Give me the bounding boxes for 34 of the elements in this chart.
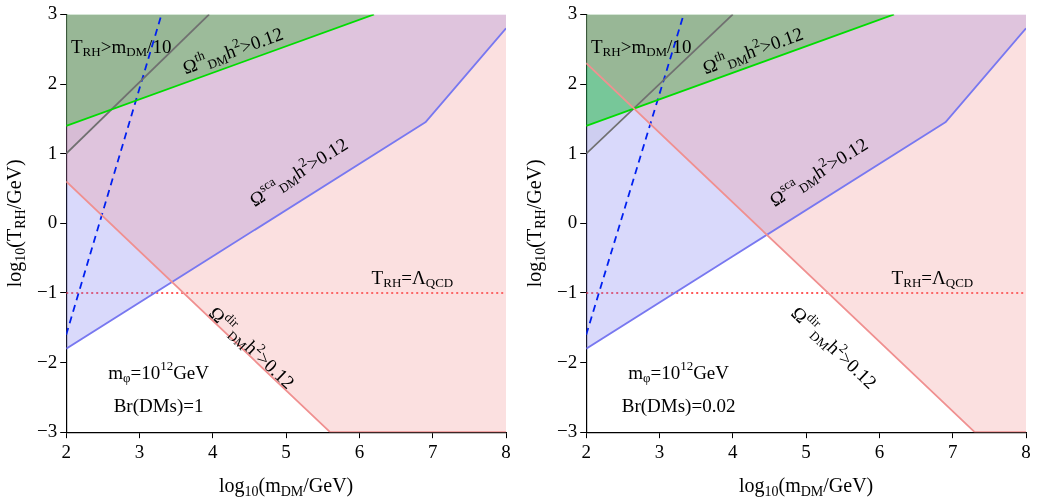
annotation: ΩscaDMh2>0.12 xyxy=(245,133,352,211)
y-tick-label: −1 xyxy=(557,280,578,302)
x-tick-label: 3 xyxy=(654,440,665,462)
x-tick-label: 6 xyxy=(354,440,365,462)
x-tick-label: 6 xyxy=(874,440,885,462)
y-tick-label: 1 xyxy=(47,141,58,163)
y-tick-label: 0 xyxy=(47,211,58,233)
x-tick-label: 7 xyxy=(427,440,438,462)
annotation: Br(DMs)=1 xyxy=(113,395,204,418)
annotation: ΩthDMh2>0.12 xyxy=(179,22,286,79)
y-tick-label: −2 xyxy=(557,350,578,372)
y-tick-label: 0 xyxy=(567,211,578,233)
y-tick-label: −2 xyxy=(37,350,58,372)
x-tick-label: 4 xyxy=(728,440,739,462)
x-tick-label: 5 xyxy=(281,440,291,462)
y-tick-label: 3 xyxy=(47,2,58,24)
y-tick-label: 3 xyxy=(567,2,578,24)
x-tick-label: 8 xyxy=(1021,440,1031,462)
y-tick-label: 1 xyxy=(567,141,578,163)
x-tick-label: 4 xyxy=(208,440,219,462)
y-tick-label: 2 xyxy=(47,72,58,94)
y-tick-label: −3 xyxy=(37,420,58,442)
y-tick-label: 2 xyxy=(567,72,578,94)
x-tick-label: 5 xyxy=(801,440,811,462)
annotation: Br(DMs)=0.02 xyxy=(621,395,736,418)
x-tick-label: 8 xyxy=(501,440,511,462)
y-axis-title: log10(TRH/GeV) xyxy=(3,159,28,288)
x-tick-label: 7 xyxy=(947,440,958,462)
y-tick-label: −3 xyxy=(557,420,578,442)
annotation: ΩthDMh2>0.12 xyxy=(699,22,806,79)
y-tick-label: −1 xyxy=(37,280,58,302)
x-tick-label: 3 xyxy=(134,440,145,462)
y-axis-title: log10(TRH/GeV) xyxy=(523,159,548,288)
annotation: ΩscaDMh2>0.12 xyxy=(765,133,872,211)
